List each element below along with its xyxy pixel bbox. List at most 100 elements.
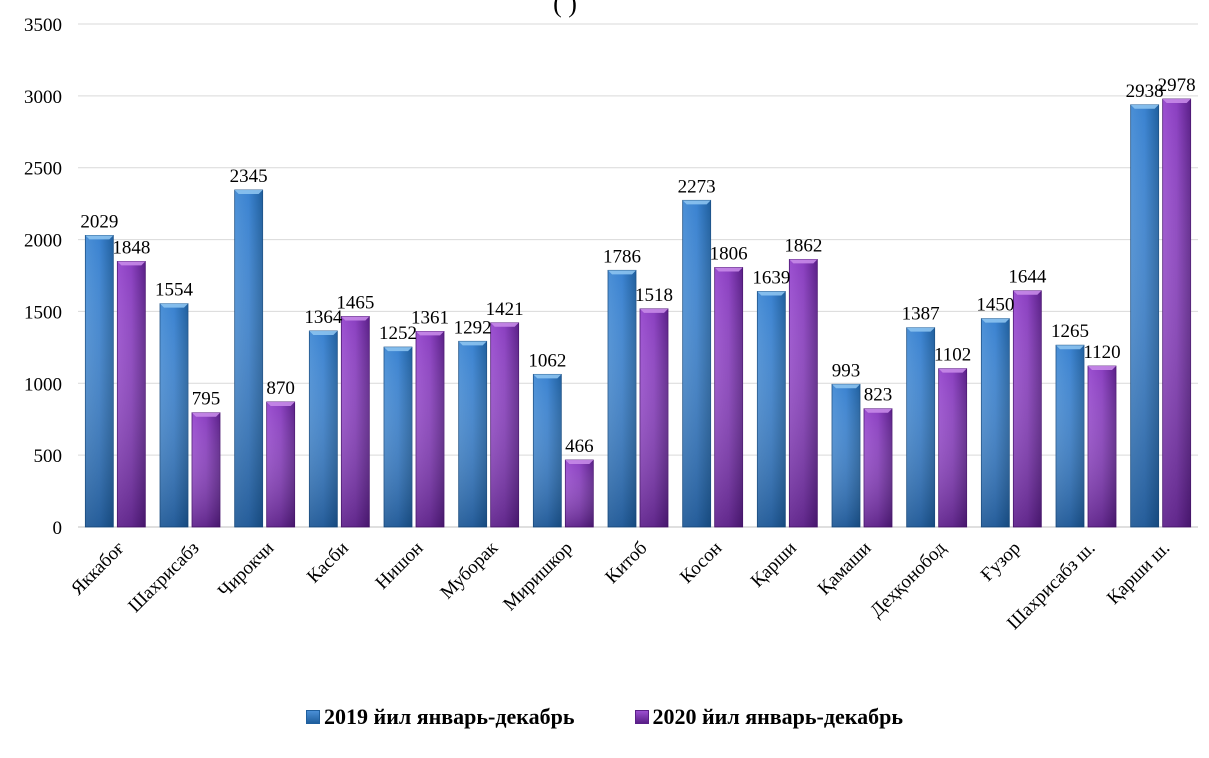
- bar-top-bevel: [309, 330, 338, 335]
- legend-item-2020: 2020 йил январь-декабрь: [634, 704, 903, 730]
- bar-shade: [565, 460, 594, 527]
- bar-shade: [1056, 345, 1084, 527]
- bar-2020: [564, 459, 594, 528]
- data-label: 1862: [784, 235, 822, 256]
- bar-top-bevel: [832, 384, 860, 389]
- bar-top-bevel: [266, 401, 295, 406]
- data-label: 1644: [1008, 267, 1047, 288]
- legend-item-2019: 2019 йил январь-декабрь: [306, 704, 575, 730]
- bar-shade: [789, 259, 818, 527]
- bar-top-bevel: [192, 412, 220, 417]
- bar-2019: [682, 199, 712, 528]
- legend-swatch-2020: [634, 710, 649, 724]
- bar-top-bevel: [384, 347, 412, 352]
- category-label: Шахрисабз: [124, 538, 203, 617]
- bar-2020: [788, 259, 818, 528]
- bar-shade: [192, 412, 220, 527]
- bar-2019: [458, 340, 488, 528]
- bar-shade: [1013, 290, 1042, 527]
- data-label: 2345: [230, 166, 268, 187]
- bar-2020: [863, 408, 893, 528]
- bar-2020: [415, 331, 445, 528]
- bar-shade: [906, 327, 935, 527]
- bar-shade: [416, 331, 444, 527]
- bar-top-bevel: [906, 327, 935, 332]
- bar-2019: [159, 303, 189, 528]
- category-label: Қарши: [747, 538, 801, 592]
- legend-label-2020: 2020 йил январь-декабрь: [652, 704, 903, 729]
- data-label: 823: [864, 385, 893, 406]
- chart-title-fragment: ( ): [553, 0, 577, 18]
- bar-shade: [234, 189, 263, 528]
- data-label: 1639: [752, 267, 790, 288]
- data-label: 1421: [486, 299, 524, 320]
- bar-top-bevel: [565, 460, 594, 465]
- bar-shade: [266, 401, 295, 527]
- bar-2019: [756, 291, 786, 528]
- data-label: 1120: [1083, 342, 1120, 363]
- bar-top-bevel: [117, 261, 146, 266]
- category-label: Чирокчи: [214, 538, 278, 602]
- bar-top-bevel: [757, 291, 786, 296]
- bar-chart: ( ) 0 500 1000 1500 2000 2500 3000 3500 2029 184…: [24, 0, 1198, 634]
- bar-2020: [1012, 290, 1042, 528]
- category-label: Миришкор: [499, 538, 577, 616]
- category-label: Муборак: [436, 537, 502, 603]
- bar-2019: [84, 235, 114, 528]
- data-label: 1361: [411, 307, 449, 328]
- bar-shade: [117, 261, 146, 527]
- bar-shade: [309, 330, 338, 527]
- bar-2020: [639, 308, 669, 528]
- data-label: 1292: [454, 317, 492, 338]
- bar-2020: [191, 412, 221, 528]
- y-tick-label: 1000: [24, 374, 62, 395]
- bar-2020: [340, 316, 370, 528]
- bar-shade: [533, 374, 562, 527]
- bar-shade: [864, 408, 892, 527]
- bar-shade: [85, 235, 114, 527]
- bar-2020: [490, 322, 520, 528]
- bar-2019: [607, 269, 637, 528]
- data-label: 1554: [155, 280, 194, 301]
- category-label: Нишон: [372, 538, 428, 594]
- data-label: 466: [565, 436, 594, 457]
- bars: [84, 98, 1192, 528]
- bar-shade: [714, 267, 743, 527]
- bar-shade: [682, 200, 711, 527]
- data-label: 1518: [635, 285, 673, 306]
- bar-2019: [383, 346, 413, 528]
- bar-top-bevel: [682, 200, 711, 205]
- data-label: 1265: [1051, 321, 1089, 342]
- y-tick-label: 2000: [24, 231, 62, 252]
- bar-top-bevel: [1056, 345, 1084, 350]
- y-tick-label: 0: [53, 518, 63, 539]
- category-label: Қарши ш.: [1103, 538, 1174, 609]
- y-tick-label: 3000: [24, 87, 62, 108]
- bar-shade: [341, 316, 370, 527]
- bar-top-bevel: [981, 318, 1010, 323]
- bar-top-bevel: [490, 322, 519, 327]
- category-label: Қамаши: [814, 538, 876, 600]
- bar-shade: [490, 322, 519, 527]
- data-label: 1364: [304, 307, 343, 328]
- data-label: 1806: [710, 243, 748, 264]
- bar-top-bevel: [234, 189, 263, 194]
- bar-2020: [116, 261, 146, 528]
- bar-shade: [458, 341, 487, 527]
- data-label: 993: [832, 360, 861, 381]
- bar-shade: [1130, 104, 1159, 527]
- bar-2020: [938, 368, 968, 528]
- bar-top-bevel: [1130, 104, 1159, 109]
- bar-top-bevel: [640, 308, 668, 313]
- data-label: 2273: [678, 176, 716, 197]
- bar-top-bevel: [714, 267, 743, 272]
- data-label: 2978: [1158, 75, 1196, 96]
- category-label: Косон: [676, 538, 726, 588]
- bar-top-bevel: [1013, 290, 1042, 295]
- bar-shade: [832, 384, 860, 527]
- bar-top-bevel: [160, 303, 188, 308]
- data-label: 1848: [112, 237, 150, 258]
- bar-top-bevel: [1162, 99, 1191, 104]
- y-tick-label: 500: [34, 446, 63, 467]
